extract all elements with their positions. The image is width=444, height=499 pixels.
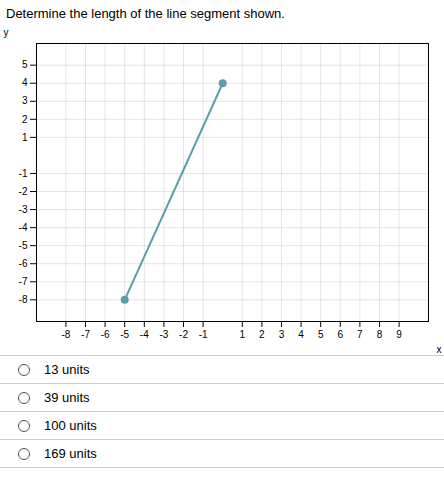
svg-text:-3: -3 bbox=[19, 204, 28, 215]
html-text:13 units: 13 units bbox=[44, 362, 90, 377]
svg-text:-1: -1 bbox=[199, 329, 208, 340]
svg-text:-5: -5 bbox=[120, 329, 129, 340]
svg-text:-7: -7 bbox=[81, 329, 90, 340]
svg-text:-5: -5 bbox=[19, 240, 28, 251]
svg-text:5: 5 bbox=[318, 329, 324, 340]
svg-text:-2: -2 bbox=[19, 186, 28, 197]
svg-text:-7: -7 bbox=[19, 276, 28, 287]
html-text:Determine the length of the li: Determine the length of the line segment… bbox=[6, 6, 285, 21]
svg-text:7: 7 bbox=[357, 329, 363, 340]
svg-text:-3: -3 bbox=[159, 329, 168, 340]
svg-text:4: 4 bbox=[22, 77, 28, 88]
svg-text:1: 1 bbox=[240, 329, 246, 340]
svg-text:5: 5 bbox=[22, 59, 28, 70]
svg-text:3: 3 bbox=[22, 95, 28, 106]
html-text:100 units: 100 units bbox=[44, 418, 97, 433]
svg-text:1: 1 bbox=[22, 132, 28, 143]
svg-text:y: y bbox=[4, 27, 9, 38]
svg-text:2: 2 bbox=[22, 114, 28, 125]
svg-text:8: 8 bbox=[377, 329, 383, 340]
html-text:39 units: 39 units bbox=[44, 390, 90, 405]
svg-text:-6: -6 bbox=[19, 258, 28, 269]
svg-text:x: x bbox=[437, 344, 442, 355]
svg-text:-4: -4 bbox=[140, 329, 149, 340]
svg-text:-4: -4 bbox=[19, 222, 28, 233]
svg-text:-1: -1 bbox=[19, 168, 28, 179]
svg-text:2: 2 bbox=[259, 329, 265, 340]
html-text:169 units: 169 units bbox=[44, 446, 97, 461]
svg-text:-8: -8 bbox=[19, 294, 28, 305]
svg-text:4: 4 bbox=[298, 329, 304, 340]
svg-text:-8: -8 bbox=[61, 329, 70, 340]
svg-text:9: 9 bbox=[396, 329, 402, 340]
svg-text:6: 6 bbox=[338, 329, 344, 340]
svg-text:-2: -2 bbox=[179, 329, 188, 340]
svg-text:3: 3 bbox=[279, 329, 285, 340]
svg-text:-6: -6 bbox=[101, 329, 110, 340]
